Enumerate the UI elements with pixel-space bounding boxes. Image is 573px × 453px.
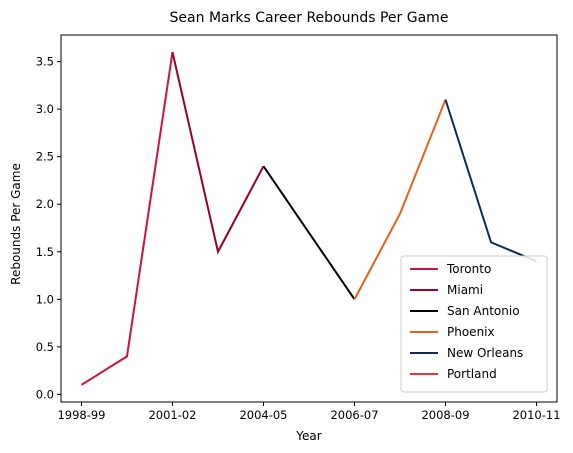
legend: Toronto Miami San Antonio Phoenix New Orlean… bbox=[400, 255, 548, 393]
series-line-2 bbox=[262, 165, 356, 300]
series-line-1 bbox=[171, 51, 265, 255]
y-tick-label: 0.0 bbox=[36, 387, 54, 401]
x-tick-label: 2008-09 bbox=[421, 408, 469, 422]
legend-label: Phoenix bbox=[447, 325, 495, 339]
series-line-4 bbox=[444, 99, 537, 263]
y-tick-label: 3.5 bbox=[36, 55, 54, 69]
y-tick-label: 0.5 bbox=[36, 340, 54, 354]
x-axis-label: Year bbox=[295, 429, 321, 443]
y-tick-label: 2.0 bbox=[36, 197, 54, 211]
legend-label: Portland bbox=[447, 367, 497, 381]
x-tick-label: 2001-02 bbox=[148, 408, 196, 422]
y-tick-label: 3.0 bbox=[36, 102, 54, 116]
x-tick-label: 2004-05 bbox=[239, 408, 287, 422]
y-tick-label: 2.5 bbox=[36, 150, 54, 164]
x-tick-label: 2006-07 bbox=[330, 408, 378, 422]
y-tick-label: 1.0 bbox=[36, 292, 54, 306]
legend-label: Miami bbox=[447, 283, 483, 297]
legend-label: Toronto bbox=[446, 262, 491, 276]
x-tick-label: 2010-11 bbox=[512, 408, 560, 422]
ticks-layer: 0.0 0.5 1.0 1.5 2.0 2.5 3.0 3.5 1998-99 2001-02 20… bbox=[36, 55, 561, 422]
legend-label: San Antonio bbox=[447, 304, 520, 318]
y-axis-label: Rebounds Per Game bbox=[9, 163, 23, 285]
chart-title: Sean Marks Career Rebounds Per Game bbox=[170, 10, 449, 26]
y-tick-label: 1.5 bbox=[36, 245, 54, 259]
legend-label: New Orleans bbox=[447, 346, 523, 360]
x-tick-label: 1998-99 bbox=[57, 408, 105, 422]
plot-frame bbox=[60, 34, 558, 403]
series-layer bbox=[80, 51, 537, 386]
series-line-0 bbox=[80, 51, 174, 386]
series-line-3 bbox=[353, 99, 447, 300]
